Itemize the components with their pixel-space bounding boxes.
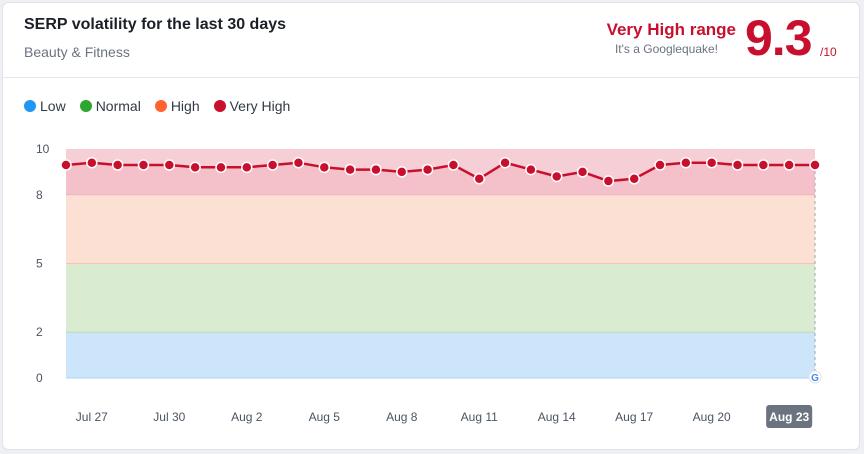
band-normal [66,263,815,333]
chart-title: SERP volatility for the last 30 days [24,16,287,33]
category-subtitle: Beauty & Fitness [24,44,130,60]
legend-label: Low [40,98,66,114]
series-area [66,162,815,195]
legend-label: Very High [229,98,291,114]
legend-label: Normal [95,98,141,114]
legend-item-very-high[interactable]: Very High [213,98,291,114]
y-tick-label: 0 [36,371,43,385]
x-tick-label: Jul 27 [76,410,108,424]
chart-legend: Low Normal High Very High [24,96,304,116]
data-point[interactable] [473,173,485,185]
legend-item-high[interactable]: High [154,98,200,114]
data-point[interactable] [525,163,537,176]
svg-text:G: G [811,373,819,384]
range-subtext: It's a Googlequake! [614,42,718,56]
band-high [66,194,815,264]
data-point[interactable] [550,170,563,183]
data-point[interactable] [60,159,72,171]
data-point[interactable] [499,156,511,169]
x-tick-label: Aug 20 [693,410,731,424]
data-point[interactable] [809,159,821,171]
x-tick-label: Aug 2 [231,410,263,424]
data-point[interactable] [731,159,744,171]
legend-dot-low [24,100,36,112]
data-point[interactable] [370,163,382,176]
legend-dot-high [154,100,167,112]
x-tick-label: Aug 14 [538,410,576,424]
data-point[interactable] [189,161,201,174]
y-tick-label: 10 [36,142,50,156]
google-update-icon[interactable]: G [808,370,822,384]
band-low [66,332,815,378]
range-label: Very High range [606,20,736,39]
volatility-score-max: /10 [820,45,837,59]
x-tick-label: Jul 30 [153,410,185,424]
series-points [60,156,821,187]
data-point[interactable] [421,163,434,176]
volatility-score: 9.3 [745,10,813,66]
data-point[interactable] [241,161,253,174]
x-tick-label: Aug 11 [461,410,498,424]
data-point[interactable] [447,159,460,171]
x-tick-label: Aug 8 [386,410,418,424]
x-axis: Jul 27 Jul 30 Aug 2 Aug 5 Aug 8 Aug 11 Aug 14 A… [76,405,813,428]
data-point[interactable] [705,156,718,169]
legend-dot-normal [79,100,92,112]
data-point[interactable] [783,159,795,171]
data-point[interactable] [163,159,176,171]
x-tick-label: Aug 23 [769,410,809,424]
y-tick-label: 2 [36,325,43,339]
data-point[interactable] [654,159,666,171]
range-bands [66,149,815,379]
data-point[interactable] [396,166,408,178]
data-point[interactable] [111,159,124,171]
legend-item-low[interactable]: Low [24,98,66,114]
data-point[interactable] [602,175,615,187]
data-point[interactable] [215,161,227,174]
data-point[interactable] [628,173,640,185]
y-tick-label: 8 [36,188,43,202]
data-point[interactable] [292,156,305,169]
legend-item-normal[interactable]: Normal [79,98,141,114]
data-point[interactable] [137,159,150,171]
x-tick-label: Aug 5 [309,410,341,424]
data-point[interactable] [344,163,356,176]
y-axis: 0 2 5 8 10 [36,142,50,385]
x-tick-label: Aug 17 [615,410,653,424]
y-tick-label: 5 [36,257,43,271]
data-point[interactable] [576,166,589,178]
legend-label: High [170,98,200,114]
data-point[interactable] [680,156,692,169]
card-header: SERP volatility for the last 30 days Bea… [3,3,859,78]
data-point[interactable] [757,159,770,171]
data-point[interactable] [318,161,331,174]
legend-dot-very-high [213,100,226,112]
data-point[interactable] [86,156,98,169]
x-tick-highlight [766,405,813,428]
data-point[interactable] [266,159,279,171]
